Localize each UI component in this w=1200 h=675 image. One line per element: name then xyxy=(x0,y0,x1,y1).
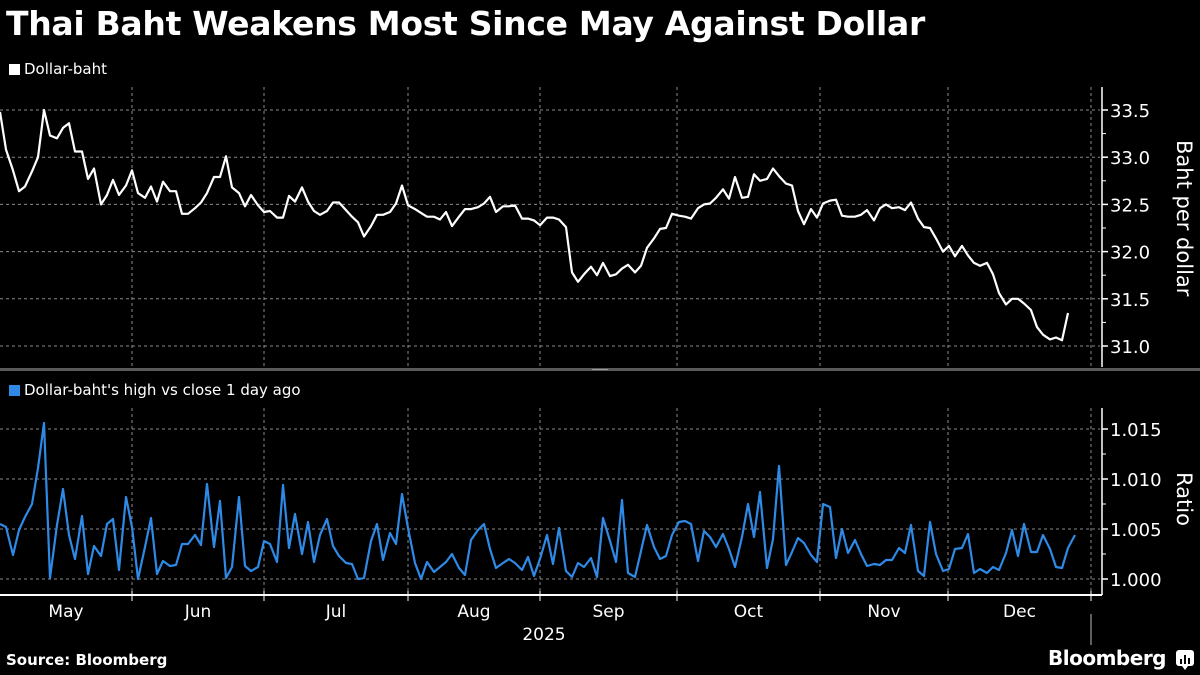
bloomberg-logo: Bloomberg xyxy=(1048,646,1166,670)
x-axis-month-label: Jul xyxy=(325,602,347,622)
legend-high-vs-close: Dollar-baht's high vs close 1 day ago xyxy=(9,381,301,399)
legend-label: Dollar-baht's high vs close 1 day ago xyxy=(24,381,301,399)
top-y-tick-label: 31.5 xyxy=(1110,290,1150,311)
bottom-y-tick-label: 1.005 xyxy=(1110,520,1162,541)
x-axis-month-labels: May Jun Jul Aug Sep Oct Nov Dec xyxy=(48,602,1036,622)
bottom-y-tick-label: 1.000 xyxy=(1110,570,1162,591)
chart-title: Thai Baht Weakens Most Since May Against… xyxy=(6,4,925,43)
x-axis-month-label: Jun xyxy=(184,602,212,622)
top-y-axis-title: Baht per dollar xyxy=(1172,140,1196,297)
x-axis-month-label: Oct xyxy=(734,602,764,622)
x-axis-year-label: 2025 xyxy=(522,625,565,645)
x-axis-month-label: Dec xyxy=(1003,602,1036,622)
top-y-tick-label: 32.0 xyxy=(1110,243,1150,264)
top-y-tick-label: 32.5 xyxy=(1110,195,1150,216)
top-gridlines xyxy=(0,109,1100,347)
bottom-y-tick-label: 1.010 xyxy=(1110,470,1162,491)
legend-dollar-baht: Dollar-baht xyxy=(9,60,107,78)
top-y-tick-label: 33.5 xyxy=(1110,101,1150,122)
bloomberg-chart-icon xyxy=(1176,650,1194,670)
bottom-y-axis-title: Ratio xyxy=(1172,472,1196,526)
top-y-ticks: 33.5 33.0 32.5 32.0 31.5 31.0 xyxy=(1102,101,1150,358)
bottom-y-ticks: 1.015 1.010 1.005 1.000 xyxy=(1102,420,1162,591)
legend-label: Dollar-baht xyxy=(24,60,107,78)
legend-swatch-blue xyxy=(9,384,20,396)
bottom-y-tick-label: 1.015 xyxy=(1110,420,1162,441)
top-y-tick-label: 33.0 xyxy=(1110,148,1150,169)
x-axis-month-label: May xyxy=(48,602,83,622)
x-axis-month-label: Nov xyxy=(867,602,900,622)
dollar-baht-line xyxy=(0,108,1070,342)
x-axis-month-label: Aug xyxy=(457,602,490,622)
x-axis-month-label: Sep xyxy=(592,602,624,622)
month-gridlines xyxy=(131,87,1092,594)
top-y-tick-label: 31.0 xyxy=(1110,337,1150,358)
x-axis-ticks xyxy=(131,591,1092,601)
bottom-gridlines xyxy=(0,428,1100,580)
high-vs-close-line xyxy=(0,421,1076,581)
source-note: Source: Bloomberg xyxy=(6,651,168,669)
legend-swatch-white xyxy=(9,63,20,75)
panel-divider-handle[interactable] xyxy=(592,369,608,370)
